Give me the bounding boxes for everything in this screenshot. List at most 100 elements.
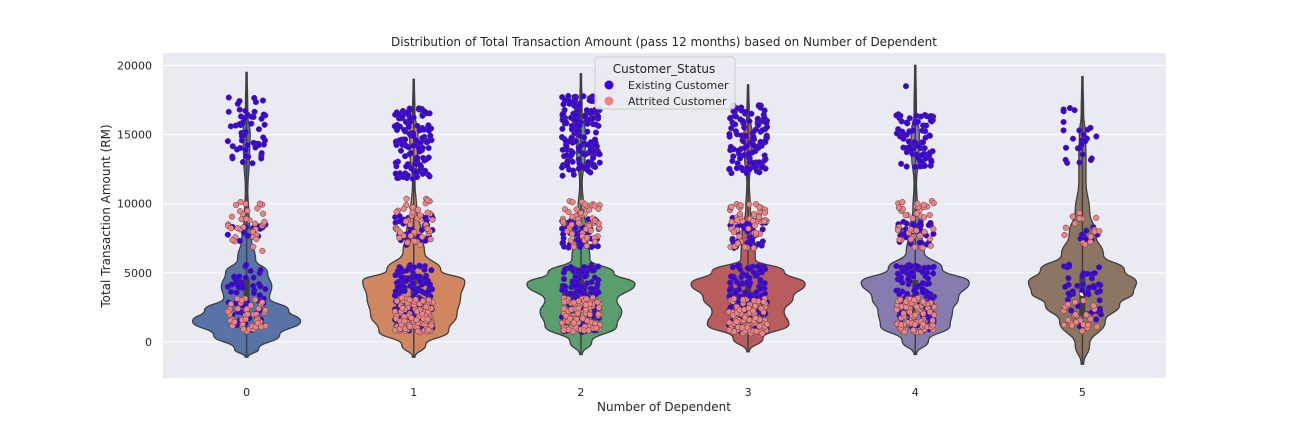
point-attrited-customer	[921, 228, 928, 235]
point-attrited-customer	[231, 318, 238, 325]
point-existing-customer	[1062, 144, 1070, 151]
point-attrited-customer	[1072, 311, 1079, 318]
point-existing-customer	[727, 279, 734, 286]
point-existing-customer	[900, 135, 907, 142]
point-attrited-customer	[913, 227, 920, 234]
point-attrited-customer	[930, 225, 937, 233]
point-existing-customer	[1079, 151, 1086, 158]
point-existing-customer	[919, 280, 926, 287]
point-existing-customer	[1062, 156, 1069, 163]
point-attrited-customer	[252, 220, 259, 227]
point-existing-customer	[917, 222, 924, 229]
point-existing-customer	[734, 263, 741, 270]
point-existing-customer	[903, 131, 910, 138]
point-existing-customer	[252, 99, 259, 106]
point-attrited-customer	[409, 204, 416, 211]
point-existing-customer	[750, 133, 757, 140]
point-attrited-customer	[595, 220, 602, 227]
legend-label-existing: Existing Customer	[628, 79, 729, 92]
point-existing-customer	[1091, 270, 1098, 277]
point-existing-customer	[563, 138, 570, 145]
point-existing-customer	[730, 153, 737, 160]
point-existing-customer	[726, 287, 733, 294]
point-existing-customer	[733, 278, 740, 285]
point-existing-customer	[580, 93, 587, 100]
point-existing-customer	[595, 113, 602, 120]
point-existing-customer	[1082, 138, 1089, 145]
point-existing-customer	[583, 107, 590, 114]
point-attrited-customer	[234, 305, 241, 312]
point-attrited-customer	[393, 298, 400, 305]
point-existing-customer	[914, 118, 921, 125]
point-existing-customer	[419, 135, 426, 142]
point-existing-customer	[590, 286, 597, 293]
point-existing-customer	[922, 155, 929, 162]
point-existing-customer	[233, 289, 240, 296]
point-existing-customer	[423, 139, 430, 146]
point-attrited-customer	[413, 308, 420, 315]
point-existing-customer	[413, 169, 420, 176]
point-attrited-customer	[726, 319, 733, 326]
point-existing-customer	[733, 165, 740, 172]
point-existing-customer	[585, 159, 592, 166]
point-attrited-customer	[753, 229, 760, 236]
point-attrited-customer	[728, 203, 735, 210]
point-attrited-customer	[424, 209, 431, 216]
chart-title: Distribution of Total Transaction Amount…	[391, 35, 937, 49]
point-existing-customer	[727, 114, 734, 121]
point-existing-customer	[761, 157, 768, 164]
point-existing-customer	[908, 269, 915, 276]
point-attrited-customer	[761, 218, 768, 225]
point-existing-customer	[239, 119, 246, 126]
point-existing-customer	[258, 155, 265, 162]
point-existing-customer	[1079, 273, 1086, 280]
point-attrited-customer	[1061, 231, 1068, 239]
point-existing-customer	[587, 147, 594, 154]
point-existing-customer	[260, 141, 267, 148]
point-existing-customer	[568, 135, 575, 142]
point-existing-customer	[1095, 281, 1102, 288]
point-attrited-customer	[1064, 316, 1072, 323]
point-existing-customer	[397, 147, 405, 154]
point-existing-customer	[918, 152, 925, 159]
point-existing-customer	[567, 263, 574, 271]
point-existing-customer	[893, 287, 900, 294]
point-existing-customer	[578, 268, 585, 275]
point-existing-customer	[1074, 282, 1081, 289]
point-existing-customer	[756, 159, 763, 166]
point-existing-customer	[255, 142, 262, 149]
point-existing-customer	[589, 267, 596, 274]
point-attrited-customer	[760, 298, 767, 306]
point-attrited-customer	[577, 209, 584, 217]
point-existing-customer	[425, 154, 432, 161]
point-attrited-customer	[907, 235, 914, 243]
point-existing-customer	[404, 172, 411, 179]
point-attrited-customer	[1091, 228, 1098, 235]
point-attrited-customer	[1062, 224, 1069, 231]
point-attrited-customer	[730, 229, 738, 236]
point-attrited-customer	[254, 205, 261, 212]
point-existing-customer	[930, 270, 937, 277]
legend-label-attrited: Attrited Customer	[628, 95, 727, 108]
point-attrited-customer	[411, 229, 418, 236]
point-existing-customer	[1068, 307, 1075, 314]
point-attrited-customer	[1087, 238, 1094, 245]
point-existing-customer	[759, 127, 766, 134]
point-existing-customer	[403, 142, 410, 149]
point-existing-customer	[396, 137, 403, 144]
point-attrited-customer	[234, 225, 241, 232]
point-attrited-customer	[401, 318, 408, 325]
point-existing-customer	[744, 272, 751, 279]
point-existing-customer	[397, 265, 404, 272]
point-existing-customer	[917, 163, 924, 170]
strip-points	[224, 83, 1105, 337]
point-existing-customer	[564, 162, 571, 169]
point-attrited-customer	[427, 236, 434, 243]
point-attrited-customer	[1071, 220, 1079, 227]
point-attrited-customer	[417, 242, 424, 249]
point-attrited-customer	[898, 321, 905, 328]
point-attrited-customer	[913, 303, 920, 310]
point-existing-customer	[756, 241, 763, 248]
point-attrited-customer	[419, 298, 426, 305]
point-existing-customer	[757, 138, 764, 145]
